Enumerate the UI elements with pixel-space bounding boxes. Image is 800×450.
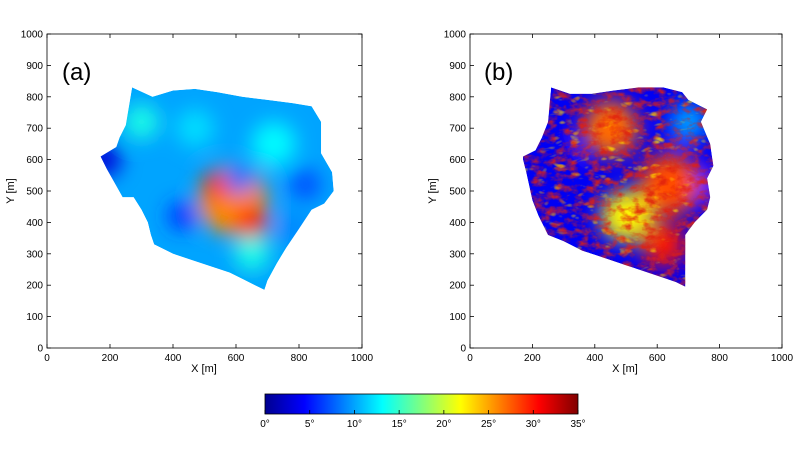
x-tick-label: 800 xyxy=(291,353,308,364)
y-tick-label: 500 xyxy=(26,187,43,198)
y-tick-label: 0 xyxy=(37,344,43,355)
y-tick-label: 200 xyxy=(26,281,43,292)
axis-ticks-a: 0 200 400 600 800 1000 0 100 200 300 400 500 600 700 8… xyxy=(21,30,374,365)
heatmap-blob xyxy=(236,206,268,239)
y-tick-label: 100 xyxy=(26,312,43,323)
heatmap-blob xyxy=(225,165,254,195)
heatmap-surface-b xyxy=(523,87,714,287)
x-tick-label: 200 xyxy=(102,353,119,364)
heatmap-blob xyxy=(202,170,232,199)
panel-label-a: (a) xyxy=(62,59,91,86)
heatmap-blob xyxy=(124,104,159,140)
y-tick-label: 700 xyxy=(449,124,466,135)
x-tick-label: 800 xyxy=(711,353,728,364)
y-tick-label: 800 xyxy=(26,92,43,103)
colorbar-tick-label: 20° xyxy=(436,419,451,430)
colorbar-gradient xyxy=(264,393,579,415)
x-axis-label-a: X [m] xyxy=(191,363,217,375)
colorbar-tick-label: 25° xyxy=(481,419,496,430)
x-tick-label: 600 xyxy=(649,353,666,364)
y-tick-label: 200 xyxy=(449,281,466,292)
y-axis-label-b: Y [m] xyxy=(427,178,439,203)
heatmap-blob xyxy=(251,121,296,166)
y-tick-label: 400 xyxy=(449,218,466,229)
colorbar-tick-label: 10° xyxy=(347,419,362,430)
y-tick-label: 300 xyxy=(26,249,43,260)
panel-b: 0 200 400 600 800 1000 0 100 200 300 400 500 600 700 8… xyxy=(427,30,794,376)
colorbar-tick-label: 5° xyxy=(305,419,315,430)
y-tick-label: 300 xyxy=(449,249,466,260)
x-tick-label: 600 xyxy=(228,353,245,364)
x-tick-label: 400 xyxy=(165,353,182,364)
x-tick-label: 200 xyxy=(524,353,541,364)
colorbar-tick-label: 15° xyxy=(392,419,407,430)
heatmap-blob xyxy=(100,142,121,177)
y-tick-label: 600 xyxy=(449,155,466,166)
y-tick-label: 700 xyxy=(26,124,43,135)
colorbar-ticks: 0° 5° 10° 15° 20° 25° 30° 35° xyxy=(260,410,586,430)
y-tick-label: 100 xyxy=(449,312,466,323)
heatmap-b xyxy=(523,87,714,287)
x-tick-label: 0 xyxy=(467,353,473,364)
panel-label-b: (b) xyxy=(484,59,513,86)
y-tick-label: 600 xyxy=(26,155,43,166)
colorbar-tick-label: 0° xyxy=(260,419,270,430)
y-tick-label: 1000 xyxy=(444,30,467,41)
colorbar: 0° 5° 10° 15° 20° 25° 30° 35° xyxy=(260,393,586,430)
heatmap-blob xyxy=(176,109,214,147)
panel-a: 0 200 400 600 800 1000 0 100 200 300 400 500 600 700 8… xyxy=(5,30,374,376)
heatmap-surface-a xyxy=(100,87,334,290)
heatmap-blob xyxy=(289,169,322,201)
x-tick-label: 1000 xyxy=(771,353,794,364)
axis-ticks-b: 0 200 400 600 800 1000 0 100 200 300 400 500 600 700 8… xyxy=(444,30,794,365)
y-tick-label: 500 xyxy=(449,187,466,198)
y-tick-label: 800 xyxy=(449,92,466,103)
y-tick-label: 1000 xyxy=(21,30,44,41)
heatmap-a xyxy=(100,87,334,290)
heatmap-blob xyxy=(234,236,270,272)
y-tick-label: 900 xyxy=(26,61,43,72)
colorbar-tick-label: 35° xyxy=(570,419,585,430)
x-tick-label: 1000 xyxy=(351,353,374,364)
x-axis-label-b: X [m] xyxy=(612,363,638,375)
y-tick-label: 0 xyxy=(460,344,466,355)
x-tick-label: 400 xyxy=(586,353,603,364)
y-axis-label-a: Y [m] xyxy=(5,178,17,203)
y-tick-label: 900 xyxy=(449,61,466,72)
x-tick-label: 0 xyxy=(44,353,50,364)
colorbar-tick-label: 30° xyxy=(526,419,541,430)
y-tick-label: 400 xyxy=(26,218,43,229)
heatmap-blob xyxy=(168,202,197,231)
